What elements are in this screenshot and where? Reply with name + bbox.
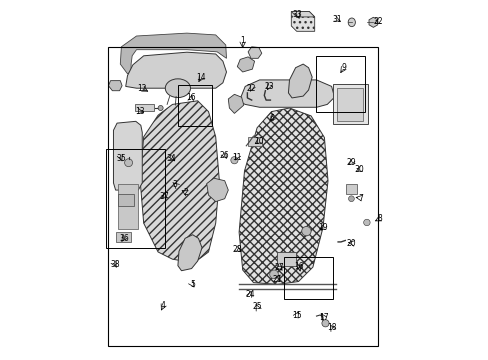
Bar	[115, 232, 130, 242]
Text: 33: 33	[292, 10, 302, 19]
Polygon shape	[206, 178, 228, 202]
Text: 7: 7	[357, 194, 362, 202]
Text: 35: 35	[116, 154, 125, 163]
Text: 2: 2	[183, 188, 188, 197]
Text: 19: 19	[318, 223, 327, 232]
Circle shape	[363, 219, 369, 226]
Text: 26: 26	[220, 151, 229, 160]
Ellipse shape	[165, 79, 190, 98]
Text: 15: 15	[291, 310, 301, 320]
Bar	[118, 184, 137, 229]
Polygon shape	[140, 101, 219, 263]
Text: 4: 4	[161, 301, 165, 310]
Text: 32: 32	[373, 17, 383, 26]
Polygon shape	[237, 57, 254, 72]
Polygon shape	[239, 80, 334, 107]
Text: 29: 29	[346, 158, 355, 167]
Text: 16: 16	[294, 262, 304, 271]
Bar	[247, 137, 261, 146]
Polygon shape	[368, 17, 377, 27]
Text: 10: 10	[254, 137, 263, 146]
Text: 9: 9	[341, 63, 346, 72]
Text: 12: 12	[137, 84, 146, 93]
Bar	[107, 47, 377, 346]
Polygon shape	[291, 12, 314, 31]
Text: 20: 20	[346, 239, 356, 248]
Text: 28: 28	[232, 245, 242, 253]
Polygon shape	[291, 12, 314, 17]
Text: 21: 21	[272, 275, 282, 284]
Text: 31: 31	[332, 15, 342, 24]
Bar	[134, 104, 154, 111]
Text: 1: 1	[240, 36, 244, 45]
Polygon shape	[288, 64, 311, 98]
Text: 37: 37	[160, 192, 169, 201]
Bar	[316, 56, 365, 112]
Circle shape	[230, 157, 238, 164]
Bar	[276, 252, 295, 266]
Text: 24: 24	[244, 290, 254, 299]
Ellipse shape	[347, 18, 355, 27]
Text: 17: 17	[318, 313, 328, 322]
Bar	[346, 184, 356, 194]
Polygon shape	[247, 47, 261, 58]
Circle shape	[348, 196, 354, 202]
Text: 16: 16	[186, 94, 196, 103]
Bar	[332, 84, 367, 124]
Circle shape	[321, 320, 328, 327]
Polygon shape	[239, 108, 327, 284]
Polygon shape	[125, 52, 226, 88]
Bar	[178, 85, 212, 126]
Text: 6: 6	[269, 114, 274, 123]
Bar	[337, 88, 363, 121]
Bar	[118, 194, 134, 206]
Text: 13: 13	[135, 107, 144, 116]
Polygon shape	[228, 94, 244, 113]
Bar	[284, 257, 332, 299]
Text: 3: 3	[172, 180, 177, 189]
Polygon shape	[113, 121, 142, 190]
Text: 11: 11	[231, 153, 241, 162]
Text: 8: 8	[376, 215, 381, 223]
Text: 25: 25	[252, 302, 262, 311]
Text: 5: 5	[189, 280, 194, 289]
Text: 22: 22	[246, 84, 256, 93]
Circle shape	[301, 226, 310, 236]
Text: 27: 27	[274, 263, 284, 272]
Text: 30: 30	[353, 166, 363, 175]
Text: 36: 36	[119, 234, 128, 243]
Text: 23: 23	[264, 82, 273, 91]
Text: 34: 34	[166, 154, 176, 163]
Circle shape	[124, 159, 132, 167]
Polygon shape	[120, 33, 226, 74]
Polygon shape	[178, 235, 202, 271]
Circle shape	[158, 105, 163, 111]
Polygon shape	[108, 81, 122, 91]
Text: 38: 38	[110, 260, 120, 269]
Bar	[106, 149, 165, 248]
Text: 14: 14	[196, 73, 205, 82]
Circle shape	[269, 270, 278, 279]
Text: 18: 18	[326, 323, 336, 332]
